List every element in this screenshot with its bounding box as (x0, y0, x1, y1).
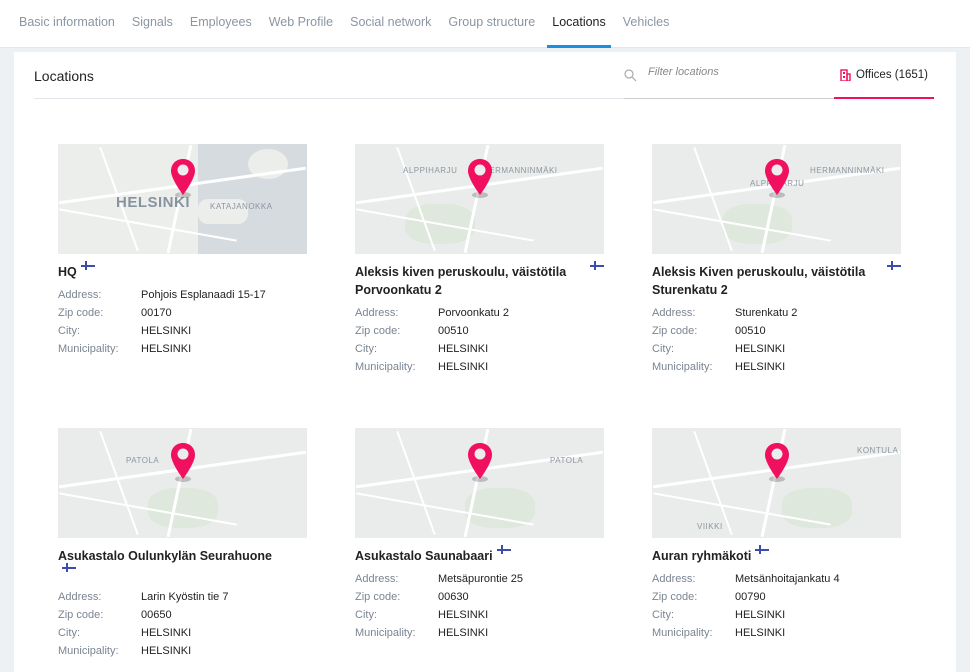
search-icon (624, 69, 637, 82)
map-label: HERMANNINMÄKI (483, 166, 558, 175)
location-map[interactable]: PATOLA (58, 428, 307, 538)
tab-basic-information[interactable]: Basic information (19, 15, 115, 29)
field-zip: Zip code: 00790 (652, 591, 766, 603)
location-map[interactable]: KONTULA VIIKKI (652, 428, 901, 538)
field-zip: Zip code: 00510 (652, 325, 766, 337)
map-label: HELSINKI (116, 194, 191, 211)
location-card: ALPPIHARJU HERMANNINMÄKI Aleksis kiven pe… (355, 144, 604, 376)
field-address: Address: Larin Kyöstin tie 7 (58, 591, 229, 603)
location-name: Auran ryhmäkoti (652, 545, 901, 565)
map-label: KATAJANOKKA (210, 202, 273, 211)
locations-panel: Locations Offices (1651) HELSINKI KATAJAN… (14, 52, 956, 672)
map-label: PATOLA (550, 456, 584, 465)
map-pin-icon (468, 443, 492, 482)
tab-bar: Basic information Signals Employees Web … (0, 0, 970, 48)
location-card: HELSINKI KATAJANOKKA HQ Address: Pohjois E… (58, 144, 307, 358)
page-title: Locations (34, 68, 94, 84)
tab-signals[interactable]: Signals (131, 15, 173, 29)
tab-vehicles[interactable]: Vehicles (622, 15, 670, 29)
filter-search[interactable] (624, 52, 854, 99)
map-pin-icon (765, 443, 789, 482)
location-name: Asukastalo Saunabaari (355, 545, 604, 565)
field-city: City: HELSINKI (355, 609, 489, 621)
offices-label: Offices (1651) (855, 68, 928, 81)
field-address: Address: Pohjois Esplanaadi 15-17 (58, 289, 266, 301)
location-map[interactable]: ALPPIHARJU HERMANNINMÄKI (355, 144, 604, 254)
field-zip: Zip code: 00510 (355, 325, 469, 337)
location-map[interactable]: HELSINKI KATAJANOKKA (58, 144, 307, 254)
tab-locations[interactable]: Locations (547, 0, 611, 48)
finland-flag-icon (62, 563, 76, 572)
map-pin-icon (765, 159, 789, 198)
map-label: PATOLA (126, 456, 160, 465)
field-municipality: Municipality: HELSINKI (58, 645, 192, 657)
field-municipality: Municipality: HELSINKI (355, 627, 489, 639)
finland-flag-icon (496, 545, 511, 554)
field-city: City: HELSINKI (355, 343, 489, 355)
map-label: KONTULA (857, 446, 899, 455)
map-pin-icon (171, 159, 195, 198)
map-label: HERMANNINMÄKI (810, 166, 885, 175)
map-label: VIIKKI (697, 522, 723, 531)
finland-flag-icon (80, 261, 95, 270)
location-card: PATOLA Asukastalo Oulunkylän Seurahuone … (58, 428, 307, 660)
field-municipality: Municipality: HELSINKI (355, 361, 489, 373)
field-municipality: Municipality: HELSINKI (58, 343, 192, 355)
tab-web-profile[interactable]: Web Profile (268, 15, 334, 29)
tab-group-structure[interactable]: Group structure (448, 15, 536, 29)
field-municipality: Municipality: HELSINKI (652, 361, 786, 373)
map-label: ALPPIHARJU (403, 166, 458, 175)
field-city: City: HELSINKI (652, 609, 786, 621)
field-city: City: HELSINKI (58, 325, 192, 337)
field-zip: Zip code: 00170 (58, 307, 172, 319)
field-address: Address: Metsäpurontie 25 (355, 573, 523, 585)
location-card: KONTULA VIIKKI Auran ryhmäkoti Address: Me… (652, 428, 901, 642)
location-card: PATOLA Asukastalo Saunabaari Address: Met… (355, 428, 604, 642)
offices-tab[interactable]: Offices (1651) (834, 52, 934, 99)
finland-flag-icon (755, 545, 770, 554)
locations-header: Locations Offices (1651) (34, 52, 934, 99)
filter-locations-input[interactable] (648, 66, 828, 78)
location-name: Aleksis Kiven peruskoulu, väistötila Stu… (652, 261, 901, 299)
tab-employees[interactable]: Employees (189, 15, 252, 29)
field-city: City: HELSINKI (58, 627, 192, 639)
field-zip: Zip code: 00630 (355, 591, 469, 603)
location-name: Aleksis kiven peruskoulu, väistötila Por… (355, 261, 604, 299)
map-pin-icon (468, 159, 492, 198)
field-city: City: HELSINKI (652, 343, 786, 355)
finland-flag-icon (887, 261, 901, 270)
location-name: Asukastalo Oulunkylän Seurahuone (58, 547, 307, 583)
field-municipality: Municipality: HELSINKI (652, 627, 786, 639)
location-map[interactable]: PATOLA (355, 428, 604, 538)
location-name: HQ (58, 261, 307, 281)
field-address: Address: Sturenkatu 2 (652, 307, 798, 319)
field-address: Address: Porvoonkatu 2 (355, 307, 509, 319)
field-address: Address: Metsänhoitajankatu 4 (652, 573, 840, 585)
map-pin-icon (171, 443, 195, 482)
tab-social-network[interactable]: Social network (350, 15, 432, 29)
field-zip: Zip code: 00650 (58, 609, 172, 621)
building-icon (840, 68, 851, 81)
finland-flag-icon (590, 261, 604, 270)
